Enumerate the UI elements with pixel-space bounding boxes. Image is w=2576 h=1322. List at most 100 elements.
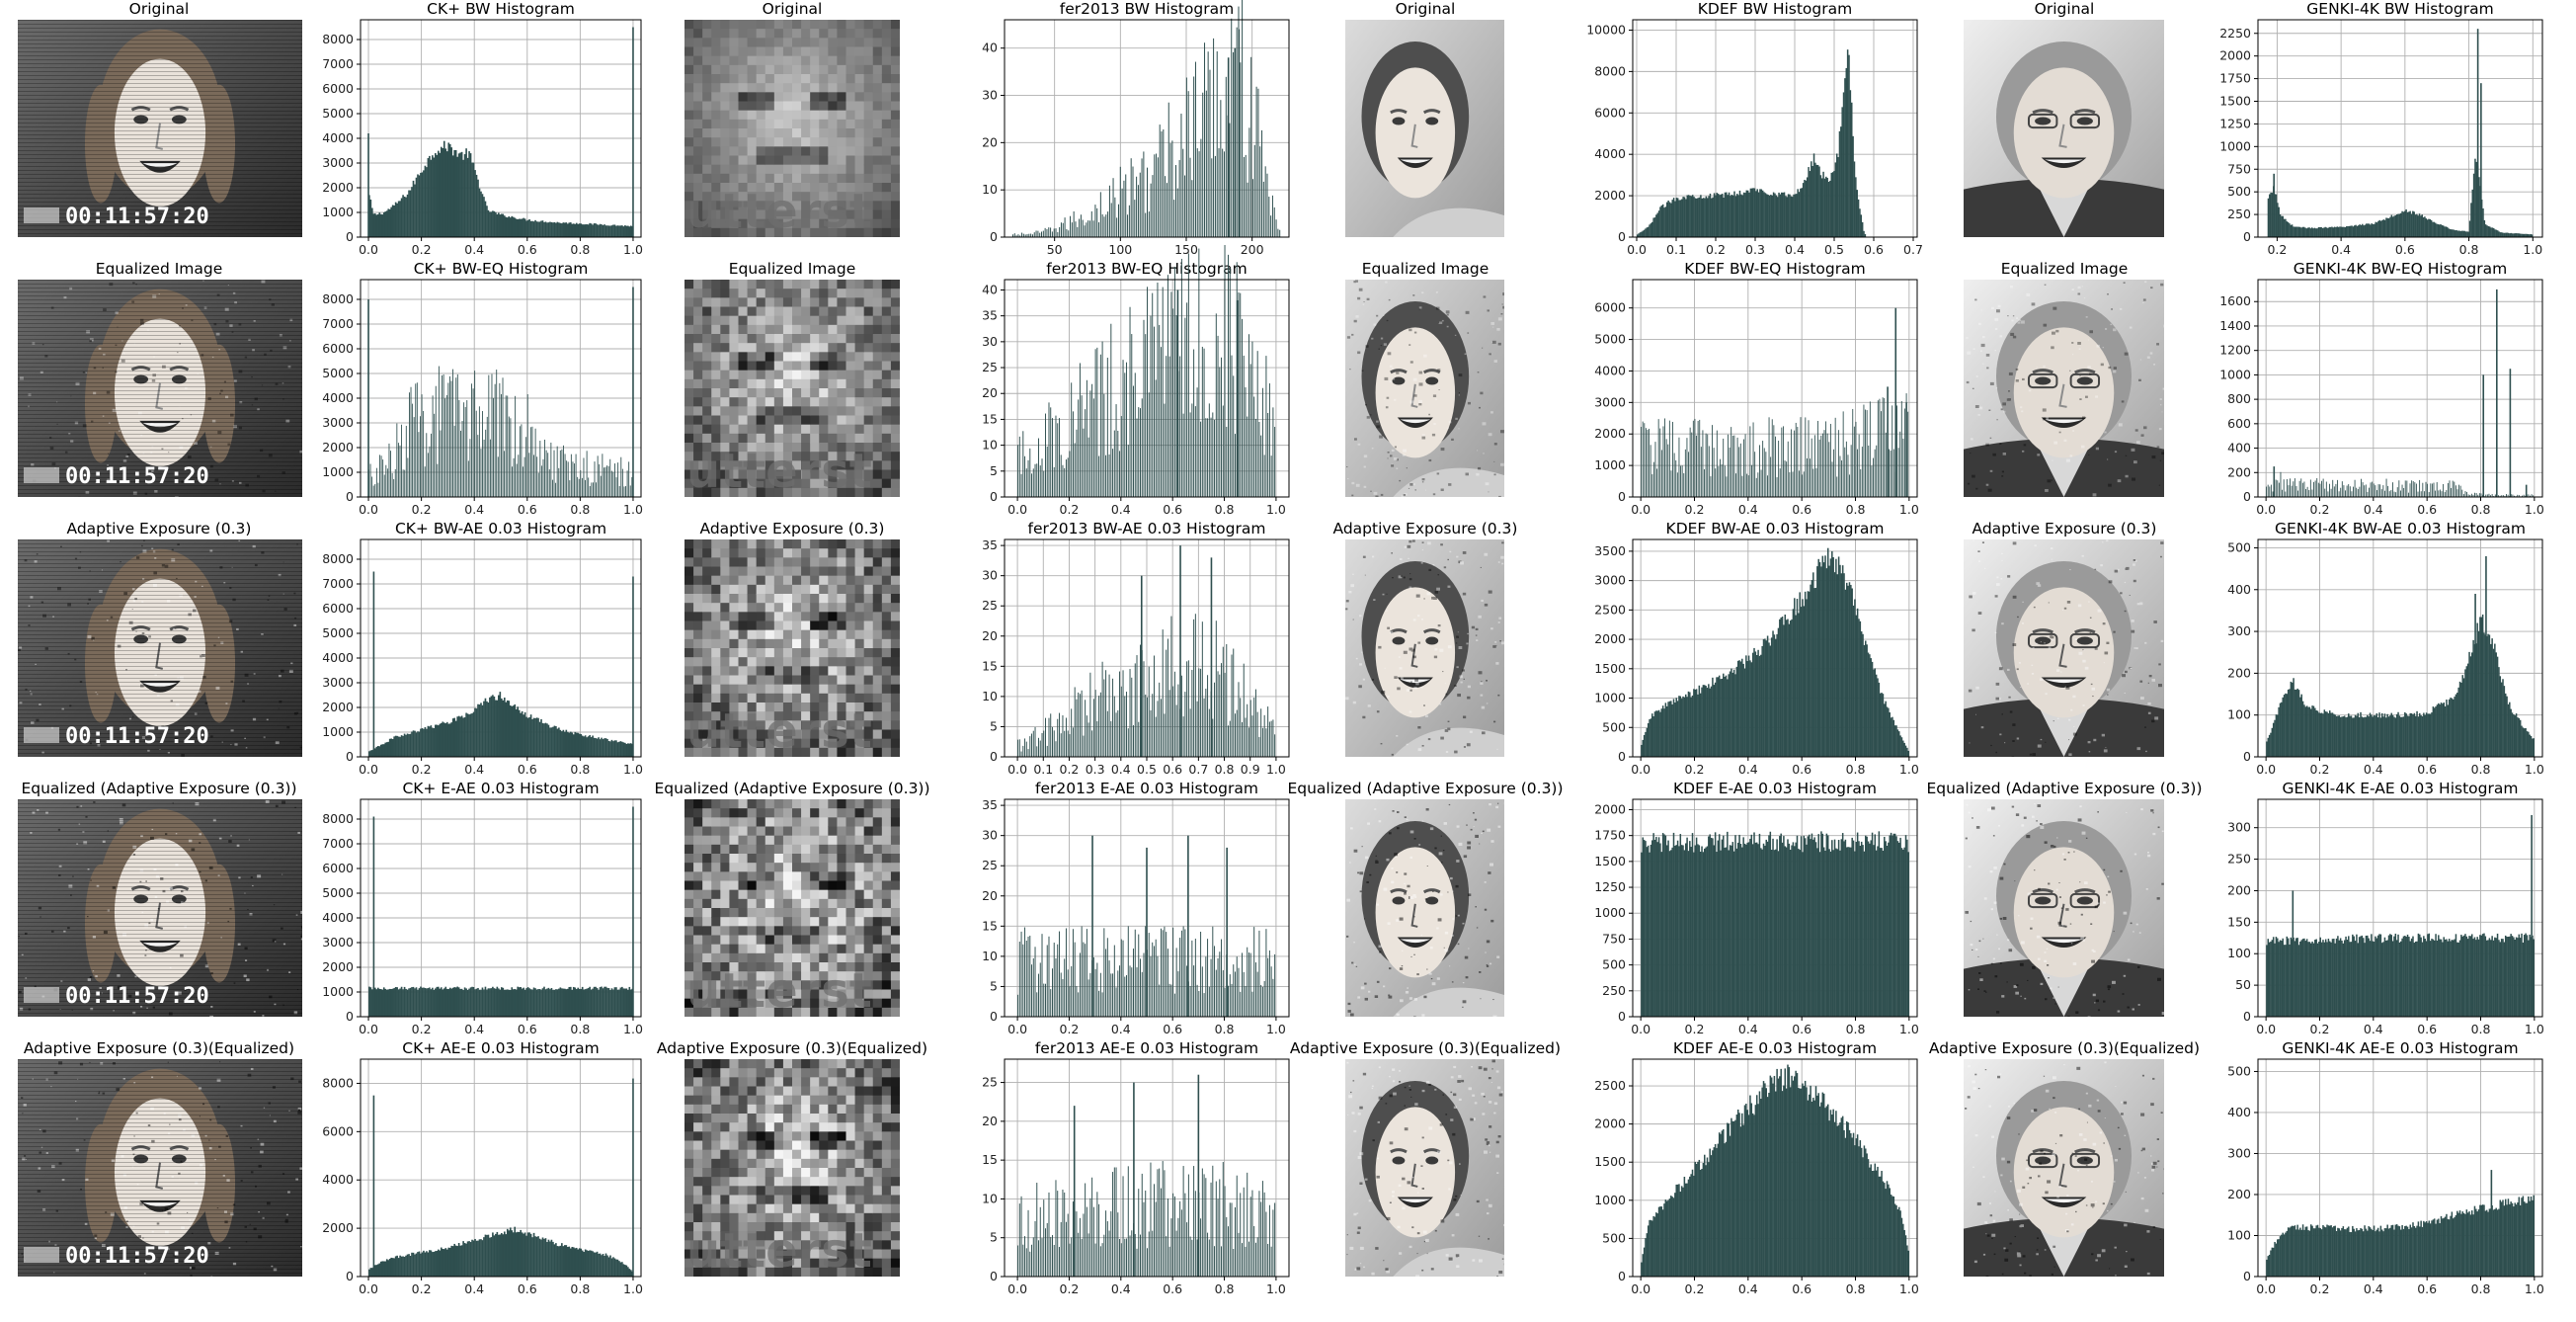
histogram-bar — [1043, 470, 1045, 497]
histogram-bar — [480, 1239, 482, 1277]
histogram-bar — [1641, 852, 1643, 1017]
histogram-bar — [414, 730, 416, 757]
histogram-bar — [436, 986, 439, 1017]
histogram-bar — [555, 1243, 557, 1277]
histogram-bar — [1791, 845, 1793, 1017]
histogram-bar — [440, 987, 443, 1017]
histogram-bar — [2467, 231, 2469, 237]
histogram-bar — [1764, 845, 1766, 1017]
histogram-bar — [1770, 1077, 1773, 1277]
histogram-bar — [1198, 991, 1200, 1017]
histogram-bar — [1866, 836, 1868, 1017]
histogram-bar — [1220, 100, 1222, 237]
histogram-bar — [2367, 1230, 2369, 1277]
histogram-bar — [1739, 661, 1742, 757]
x-tick-label: 0.8 — [2471, 502, 2491, 517]
histogram-bar — [1161, 130, 1163, 237]
x-tick-label: 0.4 — [1111, 762, 1131, 777]
histogram-bar — [1765, 452, 1767, 497]
histogram-bar — [1261, 986, 1263, 1017]
histogram-bar — [1787, 194, 1790, 237]
histogram-bar — [1148, 392, 1150, 497]
histogram-bar — [1079, 363, 1081, 497]
y-tick-label: 6000 — [322, 861, 354, 875]
histogram-bar — [2349, 715, 2351, 757]
histogram-chart: fer2013 BW-AE 0.03 Histogram 0.0 0.1 0.2 0.3… — [982, 520, 1290, 781]
histogram-bar — [1889, 835, 1891, 1017]
histogram-bar — [1784, 1068, 1787, 1277]
histogram-bar — [1143, 319, 1145, 497]
histogram-bar — [587, 224, 590, 237]
y-tick-label: 2000 — [322, 1220, 354, 1235]
histogram-bar — [1833, 839, 1836, 1017]
histogram-bar — [2463, 230, 2465, 237]
histogram-bar — [2496, 1209, 2499, 1277]
histogram-bar — [1726, 192, 1728, 237]
histogram-bar — [2323, 942, 2326, 1017]
histogram-bar — [2321, 227, 2324, 237]
histogram-bar — [2522, 1196, 2525, 1277]
histogram-bar — [1686, 195, 1688, 237]
histogram-bar — [1689, 195, 1691, 237]
histogram-bar — [544, 439, 545, 497]
histogram-bar — [1728, 192, 1731, 237]
histogram-bar — [423, 411, 425, 497]
histogram-bar — [2461, 489, 2463, 497]
face-image — [1345, 20, 1504, 237]
histogram-bar — [546, 222, 548, 237]
histogram-bar — [1661, 204, 1664, 237]
histogram-bar — [1065, 717, 1067, 757]
histogram-bar — [1127, 1166, 1129, 1277]
histogram-bar — [2458, 484, 2460, 497]
histogram-bar — [1874, 1163, 1877, 1277]
histogram-bar — [2267, 737, 2270, 757]
histogram-chart: GENKI-4K BW-EQ Histogram 0.0 0.2 0.4 0.6 0.8 1… — [2219, 260, 2544, 521]
histogram-bar — [531, 1237, 533, 1277]
histogram-bar — [2519, 1204, 2522, 1277]
histogram-bar — [2459, 485, 2461, 497]
histogram-bar — [1765, 839, 1767, 1017]
histogram-bar — [1746, 842, 1748, 1017]
histogram-bar — [1785, 196, 1787, 237]
histogram-bar — [1187, 1174, 1189, 1277]
histogram-bar — [1110, 1210, 1112, 1277]
histogram-bar — [1638, 233, 1640, 237]
histogram-bar — [2487, 225, 2490, 237]
histogram-bar — [1653, 1216, 1656, 1277]
histogram-bar — [1263, 980, 1265, 1017]
histogram-bar — [1103, 216, 1105, 237]
histogram-bar — [2277, 203, 2279, 237]
histogram-bar — [1772, 192, 1775, 237]
histogram-bar — [1820, 435, 1822, 497]
histogram-bar — [2300, 1229, 2302, 1277]
histogram-bar — [466, 1241, 469, 1277]
histogram-bar — [376, 987, 379, 1017]
face-image: 00:11:57:20 — [18, 539, 302, 757]
histogram-bar — [1806, 1087, 1808, 1277]
histogram-spike — [632, 576, 634, 757]
histogram-bar — [1022, 944, 1024, 1017]
histogram-bar — [2296, 1224, 2298, 1277]
chart-title: fer2013 BW-AE 0.03 Histogram — [1027, 520, 1266, 537]
histogram-bar — [1757, 472, 1759, 497]
histogram-bar — [503, 989, 506, 1017]
histogram-bar — [2371, 714, 2373, 757]
histogram-bar — [547, 1239, 550, 1277]
histogram-bar — [1803, 606, 1806, 757]
histogram-bar — [474, 170, 476, 237]
histogram-bar — [539, 441, 541, 497]
histogram-bar — [1786, 197, 1788, 237]
histogram-bar — [2375, 715, 2376, 757]
histogram-bar — [2406, 480, 2408, 497]
histogram-bar — [1046, 745, 1048, 757]
histogram-bar — [399, 736, 401, 757]
histogram-bar — [1226, 644, 1228, 757]
histogram-bar — [571, 989, 574, 1017]
x-tick-label: 0.2 — [2310, 502, 2330, 517]
histogram-bar — [1794, 194, 1797, 237]
histogram-bar — [1667, 840, 1669, 1017]
histogram-bar — [1671, 1197, 1673, 1277]
histogram-bar — [2389, 715, 2391, 757]
histogram-bar — [1788, 843, 1791, 1017]
histogram-bar — [1873, 457, 1874, 497]
